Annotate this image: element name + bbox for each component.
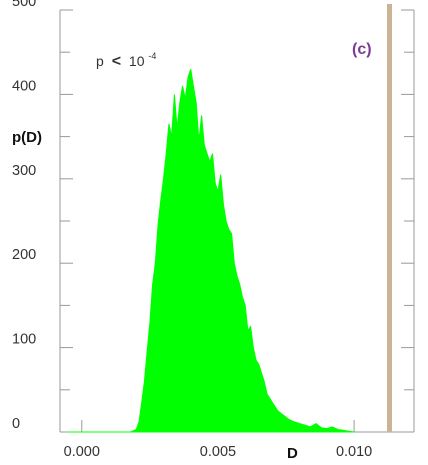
x-axis-title: D xyxy=(287,445,298,462)
p-value-exponent: -4 xyxy=(148,51,156,61)
p-value-base: 10 xyxy=(129,53,145,69)
p-value-relation: < xyxy=(112,53,121,70)
x-tick-label: 0.000 xyxy=(64,444,100,460)
p-value-annotation: p < 10 -4 xyxy=(96,51,156,70)
y-tick-label: 300 xyxy=(12,163,36,179)
p-value-prefix: p xyxy=(96,53,104,69)
histogram-area xyxy=(68,68,355,433)
y-tick-label: 200 xyxy=(12,247,36,263)
x-tick-label: 0.005 xyxy=(200,444,236,460)
panel-label: (c) xyxy=(352,41,372,58)
y-axis-title: p(D) xyxy=(12,129,42,146)
tick-labels: 0 100 200 300 400 500 0.000 0.005 0.010 xyxy=(12,0,372,460)
y-tick-label: 100 xyxy=(12,332,36,348)
y-tick-label: 400 xyxy=(12,78,36,94)
x-tick-label: 0.010 xyxy=(336,444,372,460)
distribution-area xyxy=(68,68,355,433)
y-tick-label: 500 xyxy=(12,0,36,10)
y-tick-label: 0 xyxy=(12,416,20,432)
